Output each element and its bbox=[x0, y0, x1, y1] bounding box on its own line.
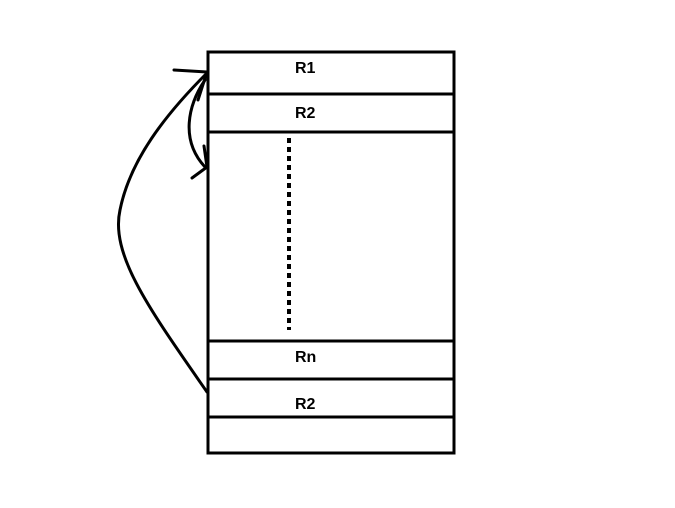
arrow-r1-to-gap bbox=[187, 78, 207, 169]
row-label-r1: R1 bbox=[295, 60, 316, 77]
arrowhead-gap bbox=[190, 144, 209, 180]
arrowhead-r1 bbox=[172, 68, 209, 102]
stack-outline bbox=[206, 50, 456, 455]
row-label-r2: R2 bbox=[295, 105, 316, 122]
row-label-rn: Rn bbox=[295, 349, 316, 366]
arrow-r2-to-r1 bbox=[117, 71, 209, 394]
row-label-r2-bottom: R2 bbox=[295, 396, 316, 413]
